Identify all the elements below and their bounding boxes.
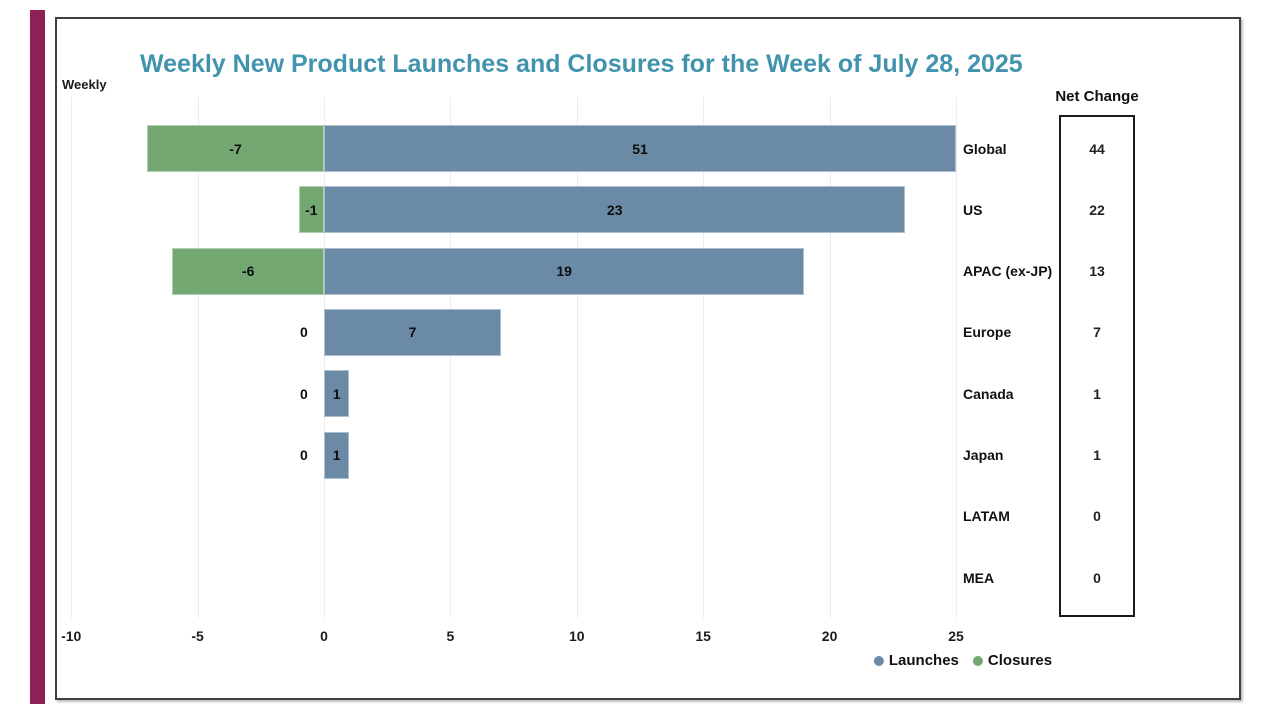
gridline [576, 97, 578, 618]
launches-bar-value: 51 [632, 140, 648, 157]
legend-dot-icon [972, 655, 983, 666]
category-label: US [963, 201, 983, 218]
net-change-value: 22 [1089, 201, 1105, 218]
launches-bar: 1 [324, 431, 350, 479]
gridline [71, 97, 73, 618]
gridline [703, 97, 705, 618]
category-label: Japan [963, 447, 1004, 464]
accent-bar [30, 10, 45, 704]
gridline [197, 97, 199, 618]
plot-area: -10 -5 0 5 10 15 20 25 51 -7 Global 44 23 -1 US 22 19 -6 A… [57, 19, 1239, 698]
gridline [829, 97, 831, 618]
net-change-value: 7 [1093, 324, 1101, 341]
weekly-corner-label: Weekly [62, 77, 107, 92]
chart-frame: Weekly New Product Launches and Closures… [55, 17, 1241, 700]
x-axis-tick-label: 25 [948, 628, 964, 644]
closures-bar-value: -1 [305, 201, 318, 218]
x-axis-tick-label: 5 [446, 628, 455, 644]
closures-bar-value: -6 [241, 263, 255, 280]
launches-bar: 23 [324, 186, 906, 234]
launches-bar-value: 7 [408, 324, 417, 341]
closures-zero-label: 0 [300, 447, 308, 464]
legend-label: Launches [888, 652, 959, 669]
closures-zero-label: 0 [300, 385, 308, 402]
launches-bar-value: 1 [332, 385, 341, 402]
x-axis-tick-label: 0 [320, 628, 328, 644]
net-change-value: 1 [1093, 385, 1101, 402]
category-label: APAC (ex-JP) [963, 263, 1053, 280]
x-axis-tick-label: 20 [821, 628, 838, 644]
category-label: Global [963, 140, 1007, 157]
closures-zero-label: 0 [300, 324, 308, 341]
category-label: LATAM [963, 508, 1010, 525]
launches-bar: 51 [324, 125, 956, 172]
launches-bar-value: 1 [332, 447, 341, 464]
launches-bar: 7 [324, 308, 501, 356]
x-axis-tick-label: -5 [191, 628, 204, 644]
legend-dot-icon [873, 655, 884, 666]
launches-bar: 19 [324, 247, 805, 295]
net-change-value: 13 [1089, 263, 1105, 280]
net-change-box [1059, 115, 1135, 617]
gridline [956, 97, 957, 618]
chart-legend: Launches Closures [873, 652, 1053, 669]
category-label: Europe [963, 324, 1012, 341]
net-change-value: 0 [1093, 508, 1101, 525]
net-change-value: 0 [1093, 569, 1101, 586]
category-label: Canada [963, 385, 1014, 402]
x-axis-tick-label: -10 [61, 628, 82, 644]
gridline [450, 97, 452, 618]
closures-bar: -6 [172, 247, 324, 295]
legend-item: Closures [972, 652, 1053, 669]
gridline [324, 97, 325, 618]
launches-bar: 1 [324, 370, 350, 418]
chart-title: Weekly New Product Launches and Closures… [140, 50, 1023, 78]
net-change-value: 44 [1089, 140, 1105, 157]
x-axis-tick-label: 10 [569, 628, 585, 644]
legend-item: Launches [873, 652, 959, 669]
closures-bar-value: -7 [229, 140, 242, 157]
launches-bar-value: 23 [606, 201, 623, 218]
legend-label: Closures [987, 652, 1053, 669]
closures-bar: -7 [147, 125, 324, 172]
launches-bar-value: 19 [556, 263, 572, 280]
closures-bar: -1 [298, 186, 324, 234]
net-change-value: 1 [1093, 447, 1101, 464]
net-change-header: Net Change [1055, 88, 1139, 105]
x-axis-tick-label: 15 [695, 628, 711, 644]
category-label: MEA [963, 569, 995, 586]
